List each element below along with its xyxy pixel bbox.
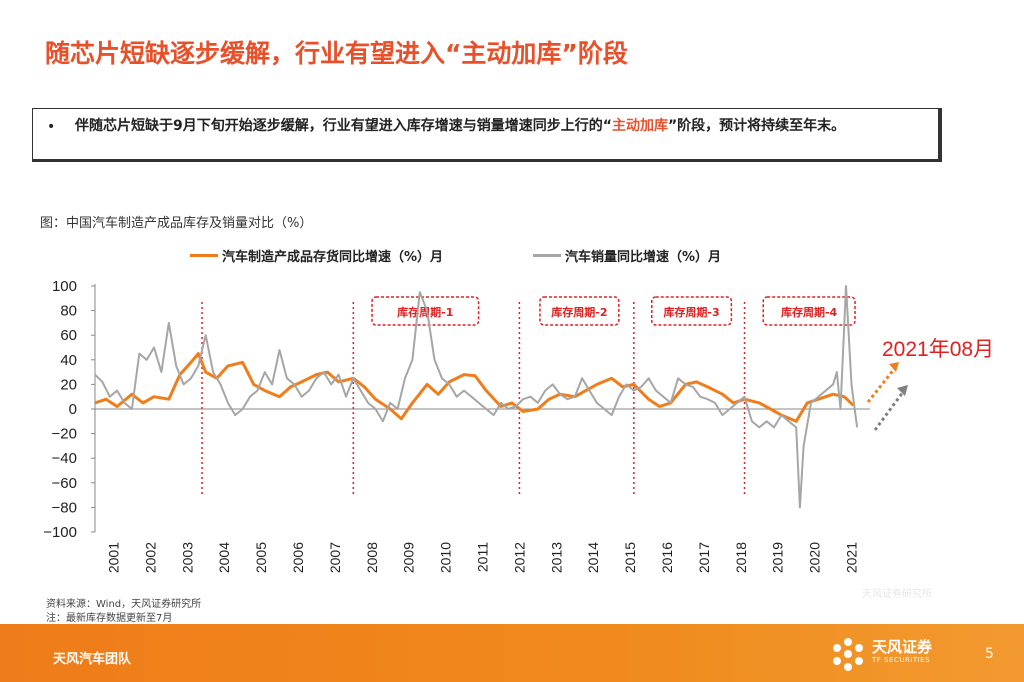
y-tick-label: −40 <box>52 450 77 467</box>
projection-arrow-orange <box>866 367 897 403</box>
x-tick-label: 2008 <box>364 542 380 573</box>
x-tick-label: 2015 <box>622 542 638 573</box>
x-tick-label: 2012 <box>511 542 527 573</box>
x-tick-label: 2003 <box>179 542 195 573</box>
x-tick-label: 2016 <box>659 542 675 573</box>
x-tick-label: 2017 <box>696 542 712 573</box>
cycle-label: 库存周期-2 <box>551 305 607 319</box>
watermark: 天风证券研究所 <box>862 589 932 600</box>
legend-label-sales: 汽车销量同比增速（%）月 <box>565 250 722 265</box>
y-tick-label: −60 <box>52 475 77 492</box>
figure-caption: 图：中国汽车制造产成品库存及销量对比（%） <box>40 216 313 231</box>
series-inventory-line <box>94 352 855 423</box>
note-line: 注：最新库存数据更新至7月 <box>46 613 173 624</box>
summary-highlight: 主动加库 <box>611 118 668 134</box>
x-tick-label: 2021 <box>844 542 860 573</box>
y-tick-label: 80 <box>60 303 77 320</box>
x-tick-label: 2013 <box>548 542 564 573</box>
summary-text-before: 伴随芯片短缺于9月下旬开始逐步缓解，行业有望进入库存增速与销量增速同步上行的“ <box>75 118 612 134</box>
projection-label: 2021年08月 <box>882 338 994 361</box>
cycle-label: 库存周期-3 <box>663 305 719 319</box>
summary-box: • 伴随芯片短缺于9月下旬开始逐步缓解，行业有望进入库存增速与销量增速同步上行的… <box>32 108 942 162</box>
source-line: 资料来源：Wind，天风证券研究所 <box>46 599 202 610</box>
x-tick-label: 2002 <box>142 542 158 573</box>
y-tick-label: 20 <box>60 376 77 393</box>
x-tick-label: 2005 <box>253 542 269 573</box>
footer-team: 天风汽车团队 <box>53 652 132 667</box>
legend-item-sales: 汽车销量同比增速（%）月 <box>533 246 721 265</box>
y-tick-label: 100 <box>52 278 77 295</box>
projection-arrowhead-gray <box>897 385 908 396</box>
y-tick-label: 0 <box>69 401 77 418</box>
x-tick-label: 2009 <box>401 542 417 573</box>
x-tick-label: 2010 <box>438 542 454 573</box>
x-tick-label: 2019 <box>770 542 786 573</box>
y-tick-label: −100 <box>43 524 77 541</box>
y-tick-label: 60 <box>60 327 77 344</box>
bullet-symbol: • <box>47 119 56 135</box>
y-tick-label: 40 <box>60 352 77 369</box>
cycle-label: 库存周期-4 <box>781 305 838 319</box>
cycle-box <box>539 296 620 326</box>
source-note: 资料来源：Wind，天风证券研究所 注：最新库存数据更新至7月 <box>46 598 201 626</box>
cycle-box <box>762 296 856 326</box>
x-tick-label: 2004 <box>216 542 232 573</box>
y-tick-label: −20 <box>52 426 77 443</box>
x-tick-label: 2001 <box>105 542 121 573</box>
company-logo: 天风证券 TF SECURITIES <box>828 634 948 674</box>
x-tick-label: 2011 <box>475 542 491 572</box>
x-tick-label: 2006 <box>290 542 306 573</box>
summary-text: 伴随芯片短缺于9月下旬开始逐步缓解，行业有望进入库存增速与销量增速同步上行的“主… <box>75 116 935 137</box>
logo-text-cn: 天风证券 <box>872 638 933 656</box>
x-tick-label: 2020 <box>807 542 823 573</box>
legend-label-inventory: 汽车制造产成品存货同比增速（%）月 <box>222 250 444 265</box>
logo-text-en: TF SECURITIES <box>872 656 931 664</box>
cycle-label: 库存周期-1 <box>397 305 453 319</box>
x-tick-label: 2014 <box>585 542 601 573</box>
flower-logo-icon <box>833 638 863 671</box>
footer-bar: 天风汽车团队 天风证券 TF SECURITIES 5 <box>0 624 1024 682</box>
projection-arrowhead-orange <box>889 362 899 372</box>
projection-arrow-gray <box>873 391 905 431</box>
series-sales-line <box>94 285 859 509</box>
page-title: 随芯片短缺逐步缓解，行业有望进入“主动加库”阶段 <box>45 39 628 68</box>
cycle-box <box>651 296 733 326</box>
legend-swatch-sales <box>533 254 561 257</box>
cycle-box <box>371 296 480 326</box>
legend-item-inventory: 汽车制造产成品存货同比增速（%）月 <box>190 246 443 265</box>
page-number: 5 <box>985 646 994 662</box>
legend-swatch-inventory <box>190 254 218 257</box>
x-tick-label: 2018 <box>733 542 749 573</box>
x-tick-label: 2007 <box>327 542 343 573</box>
summary-text-after: ”阶段，预计将持续至年末。 <box>667 118 846 134</box>
y-tick-label: −80 <box>52 499 77 516</box>
